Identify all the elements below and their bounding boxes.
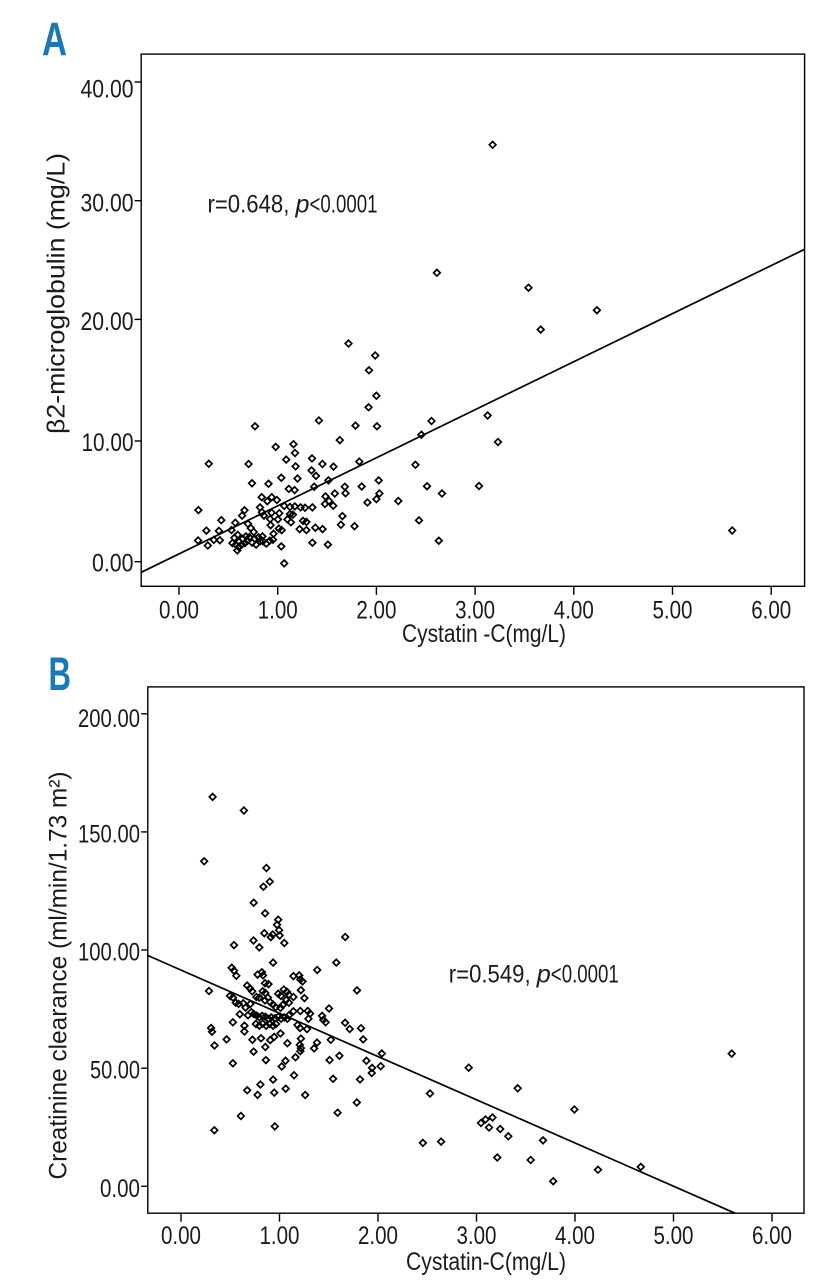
svg-text:r=0.549, p<0.0001: r=0.549, p<0.0001 — [449, 961, 619, 989]
svg-text:30.00: 30.00 — [81, 190, 134, 218]
svg-text:6.00: 6.00 — [752, 1222, 792, 1250]
svg-text:150.00: 150.00 — [78, 820, 140, 848]
svg-text:3.00: 3.00 — [457, 1222, 497, 1250]
svg-text:10.00: 10.00 — [82, 429, 134, 457]
svg-text:B: B — [49, 647, 72, 700]
svg-text:1.00: 1.00 — [260, 1222, 300, 1250]
svg-text:3.00: 3.00 — [455, 596, 495, 624]
svg-text:0.00: 0.00 — [161, 1222, 201, 1250]
svg-text:5.00: 5.00 — [654, 1222, 694, 1250]
svg-text:Cystatin -C(mg/L): Cystatin -C(mg/L) — [402, 620, 566, 648]
svg-text:A: A — [42, 12, 67, 65]
svg-text:Creatinine clearance (ml/min/1: Creatinine clearance (ml/min/1.73 m²) — [45, 772, 73, 1180]
svg-text:0.00: 0.00 — [159, 596, 199, 624]
svg-text:r=0.648, p<0.0001: r=0.648, p<0.0001 — [208, 191, 378, 219]
svg-text:0.00: 0.00 — [100, 1175, 140, 1203]
svg-text:β2-microglobulin (mg/L): β2-microglobulin (mg/L) — [43, 153, 71, 434]
svg-text:4.00: 4.00 — [554, 596, 594, 624]
svg-text:50.00: 50.00 — [90, 1057, 140, 1085]
svg-text:4.00: 4.00 — [555, 1222, 595, 1250]
svg-text:200.00: 200.00 — [78, 705, 140, 733]
svg-text:20.00: 20.00 — [81, 308, 134, 336]
svg-text:2.00: 2.00 — [356, 596, 396, 624]
svg-text:100.00: 100.00 — [78, 938, 140, 966]
svg-text:5.00: 5.00 — [653, 596, 693, 624]
svg-text:1.00: 1.00 — [258, 596, 298, 624]
svg-text:6.00: 6.00 — [751, 596, 791, 624]
svg-text:40.00: 40.00 — [81, 76, 134, 104]
svg-text:Cystatin-C(mg/L): Cystatin-C(mg/L) — [406, 1248, 566, 1276]
svg-text:2.00: 2.00 — [358, 1222, 398, 1250]
svg-text:0.00: 0.00 — [92, 550, 134, 578]
